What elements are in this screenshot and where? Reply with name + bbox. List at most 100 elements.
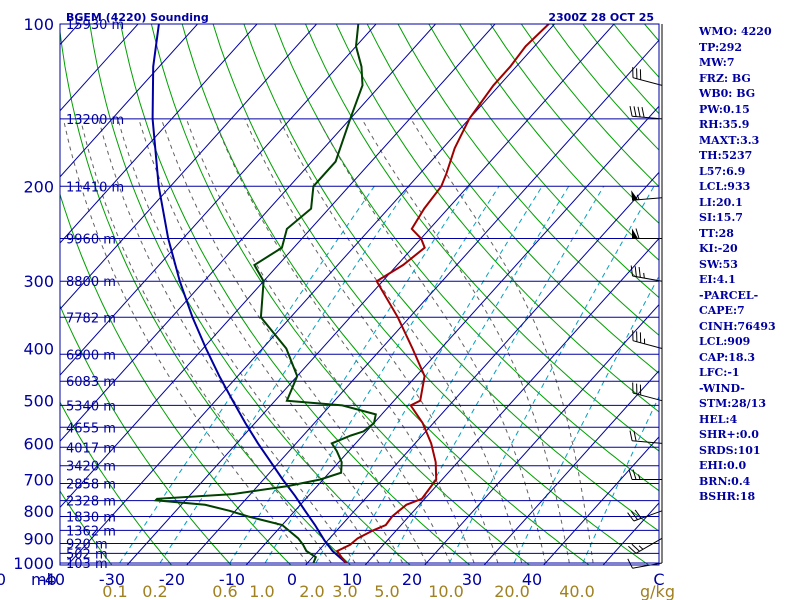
temperature-tick-label: -20 (159, 570, 185, 589)
profiles (151, 24, 551, 564)
mixing-ratio-line (513, 275, 659, 564)
moist-adiabat-line (98, 118, 356, 564)
mixing-ratio-line (119, 186, 375, 564)
height-label: 13200 m (66, 113, 124, 128)
parcel-curve (151, 24, 347, 564)
index-line: -PARCEL- (699, 288, 759, 302)
isotherm-line (60, 24, 496, 509)
wind-barb-half-flag (636, 194, 640, 200)
index-line: FRZ: BG (699, 71, 751, 85)
height-label: 4017 m (66, 441, 116, 456)
wind-barb-shaft (632, 340, 663, 349)
isotherm-line (60, 24, 258, 244)
isotherm-line (364, 237, 659, 565)
wind-barb-shaft (632, 440, 663, 444)
wind-barb-flag (632, 469, 637, 480)
mixing-ratio-label: 2.0 (299, 582, 324, 600)
mixing-ratio-unit: g/kg (640, 582, 675, 600)
wind-barb-flag (628, 469, 633, 480)
wind-barb-shaft (632, 275, 663, 282)
index-line: WMO: 4220 (699, 25, 772, 38)
height-label: 502 m (66, 547, 108, 562)
wind-barb-shaft (633, 510, 663, 522)
wind-barb (627, 558, 663, 569)
index-line: WB0: BG (699, 87, 756, 100)
dry-adiabat-line (60, 401, 173, 565)
isotherm-line (304, 171, 659, 565)
height-label: 6900 m (66, 348, 116, 363)
wind-barb-shaft (632, 77, 663, 86)
temperature-tick-label: 40 (522, 570, 542, 589)
index-line: CAP:18.3 (699, 350, 756, 364)
mixing-ratio-line (264, 186, 500, 564)
wind-barb (632, 67, 663, 86)
isotherm-line (66, 24, 556, 565)
height-label: 3420 m (66, 460, 116, 475)
mixing-ratio-label: 1.0 (249, 582, 274, 600)
isotherm-line (60, 24, 318, 310)
moist-adiabat-line (160, 118, 427, 564)
index-line: LFC:-1 (699, 366, 740, 379)
pressure-tick-label: 800 (23, 502, 54, 521)
moist-adiabat-line (62, 118, 308, 564)
moist-adiabat-line (410, 118, 594, 564)
mixing-ratio-line (159, 186, 410, 564)
wind-barb-shaft (635, 537, 663, 554)
index-line: LI:20.1 (699, 195, 743, 209)
pressure-tick-label: 700 (23, 471, 54, 490)
wind-barb-flag (629, 430, 633, 441)
mixing-ratio-label: 3.0 (332, 582, 357, 600)
isotherm-line (423, 303, 659, 565)
index-line: STM:28/13 (699, 397, 766, 410)
isotherm-line (60, 24, 377, 376)
height-label: 1362 m (66, 524, 116, 539)
wind-barb-flag (633, 430, 637, 442)
index-line: TH:5237 (699, 149, 753, 162)
index-line: SW:53 (699, 257, 738, 271)
temperature-tick-label: 10 (342, 570, 362, 589)
height-label: 2328 m (66, 495, 116, 510)
mixing-ratio-lines (119, 186, 659, 564)
wind-barb-flag (629, 105, 633, 117)
index-line: TP:292 (699, 40, 743, 54)
height-label: 920 m (66, 538, 108, 553)
wind-barb-flag (630, 510, 638, 521)
isotherm-line (185, 39, 659, 565)
isotherm-line (60, 24, 199, 178)
mixing-ratio-label: 0.2 (142, 582, 167, 600)
height-label: 9960 m (66, 233, 116, 248)
mixing-ratio-label: 5.0 (374, 582, 399, 600)
temperature-tick-label: 0 (287, 570, 297, 589)
mixing-ratio-label: 20.0 (494, 582, 530, 600)
wind-barb-shaft (632, 392, 663, 402)
index-line: TT:28 (699, 226, 734, 240)
isotherm-line (542, 436, 659, 565)
wind-barb (629, 430, 663, 444)
wind-barb (628, 469, 662, 480)
wind-barb (632, 382, 663, 402)
height-label: 5340 m (66, 399, 116, 414)
index-line: HEL:4 (699, 412, 738, 426)
mixing-ratio-line (388, 186, 605, 564)
index-line: BRN:0.4 (699, 474, 751, 488)
index-line: CAPE:7 (699, 304, 745, 317)
pressure-tick-label: 200 (23, 177, 54, 196)
index-line: MW:7 (699, 56, 735, 69)
pressure-tick-label: 400 (23, 340, 54, 359)
wind-barb-half-flag (643, 272, 645, 279)
index-line: RH:35.9 (699, 118, 750, 131)
height-label: 1830 m (66, 511, 116, 526)
mixing-ratio-label: 0.6 (212, 582, 237, 600)
wind-barb-half-flag (638, 474, 641, 480)
index-line: EI:4.1 (699, 273, 736, 286)
mixing-ratio-line (315, 186, 543, 564)
valid-time: 2300Z 28 OCT 25 (548, 11, 654, 24)
index-line: PW:0.15 (699, 102, 750, 116)
pressure-tick-label: 300 (23, 272, 54, 291)
index-line: SRDS:101 (699, 443, 761, 457)
wind-barb-pennant (632, 228, 638, 239)
dewpoint-curve (153, 24, 377, 564)
height-label: 11410 m (66, 180, 124, 195)
